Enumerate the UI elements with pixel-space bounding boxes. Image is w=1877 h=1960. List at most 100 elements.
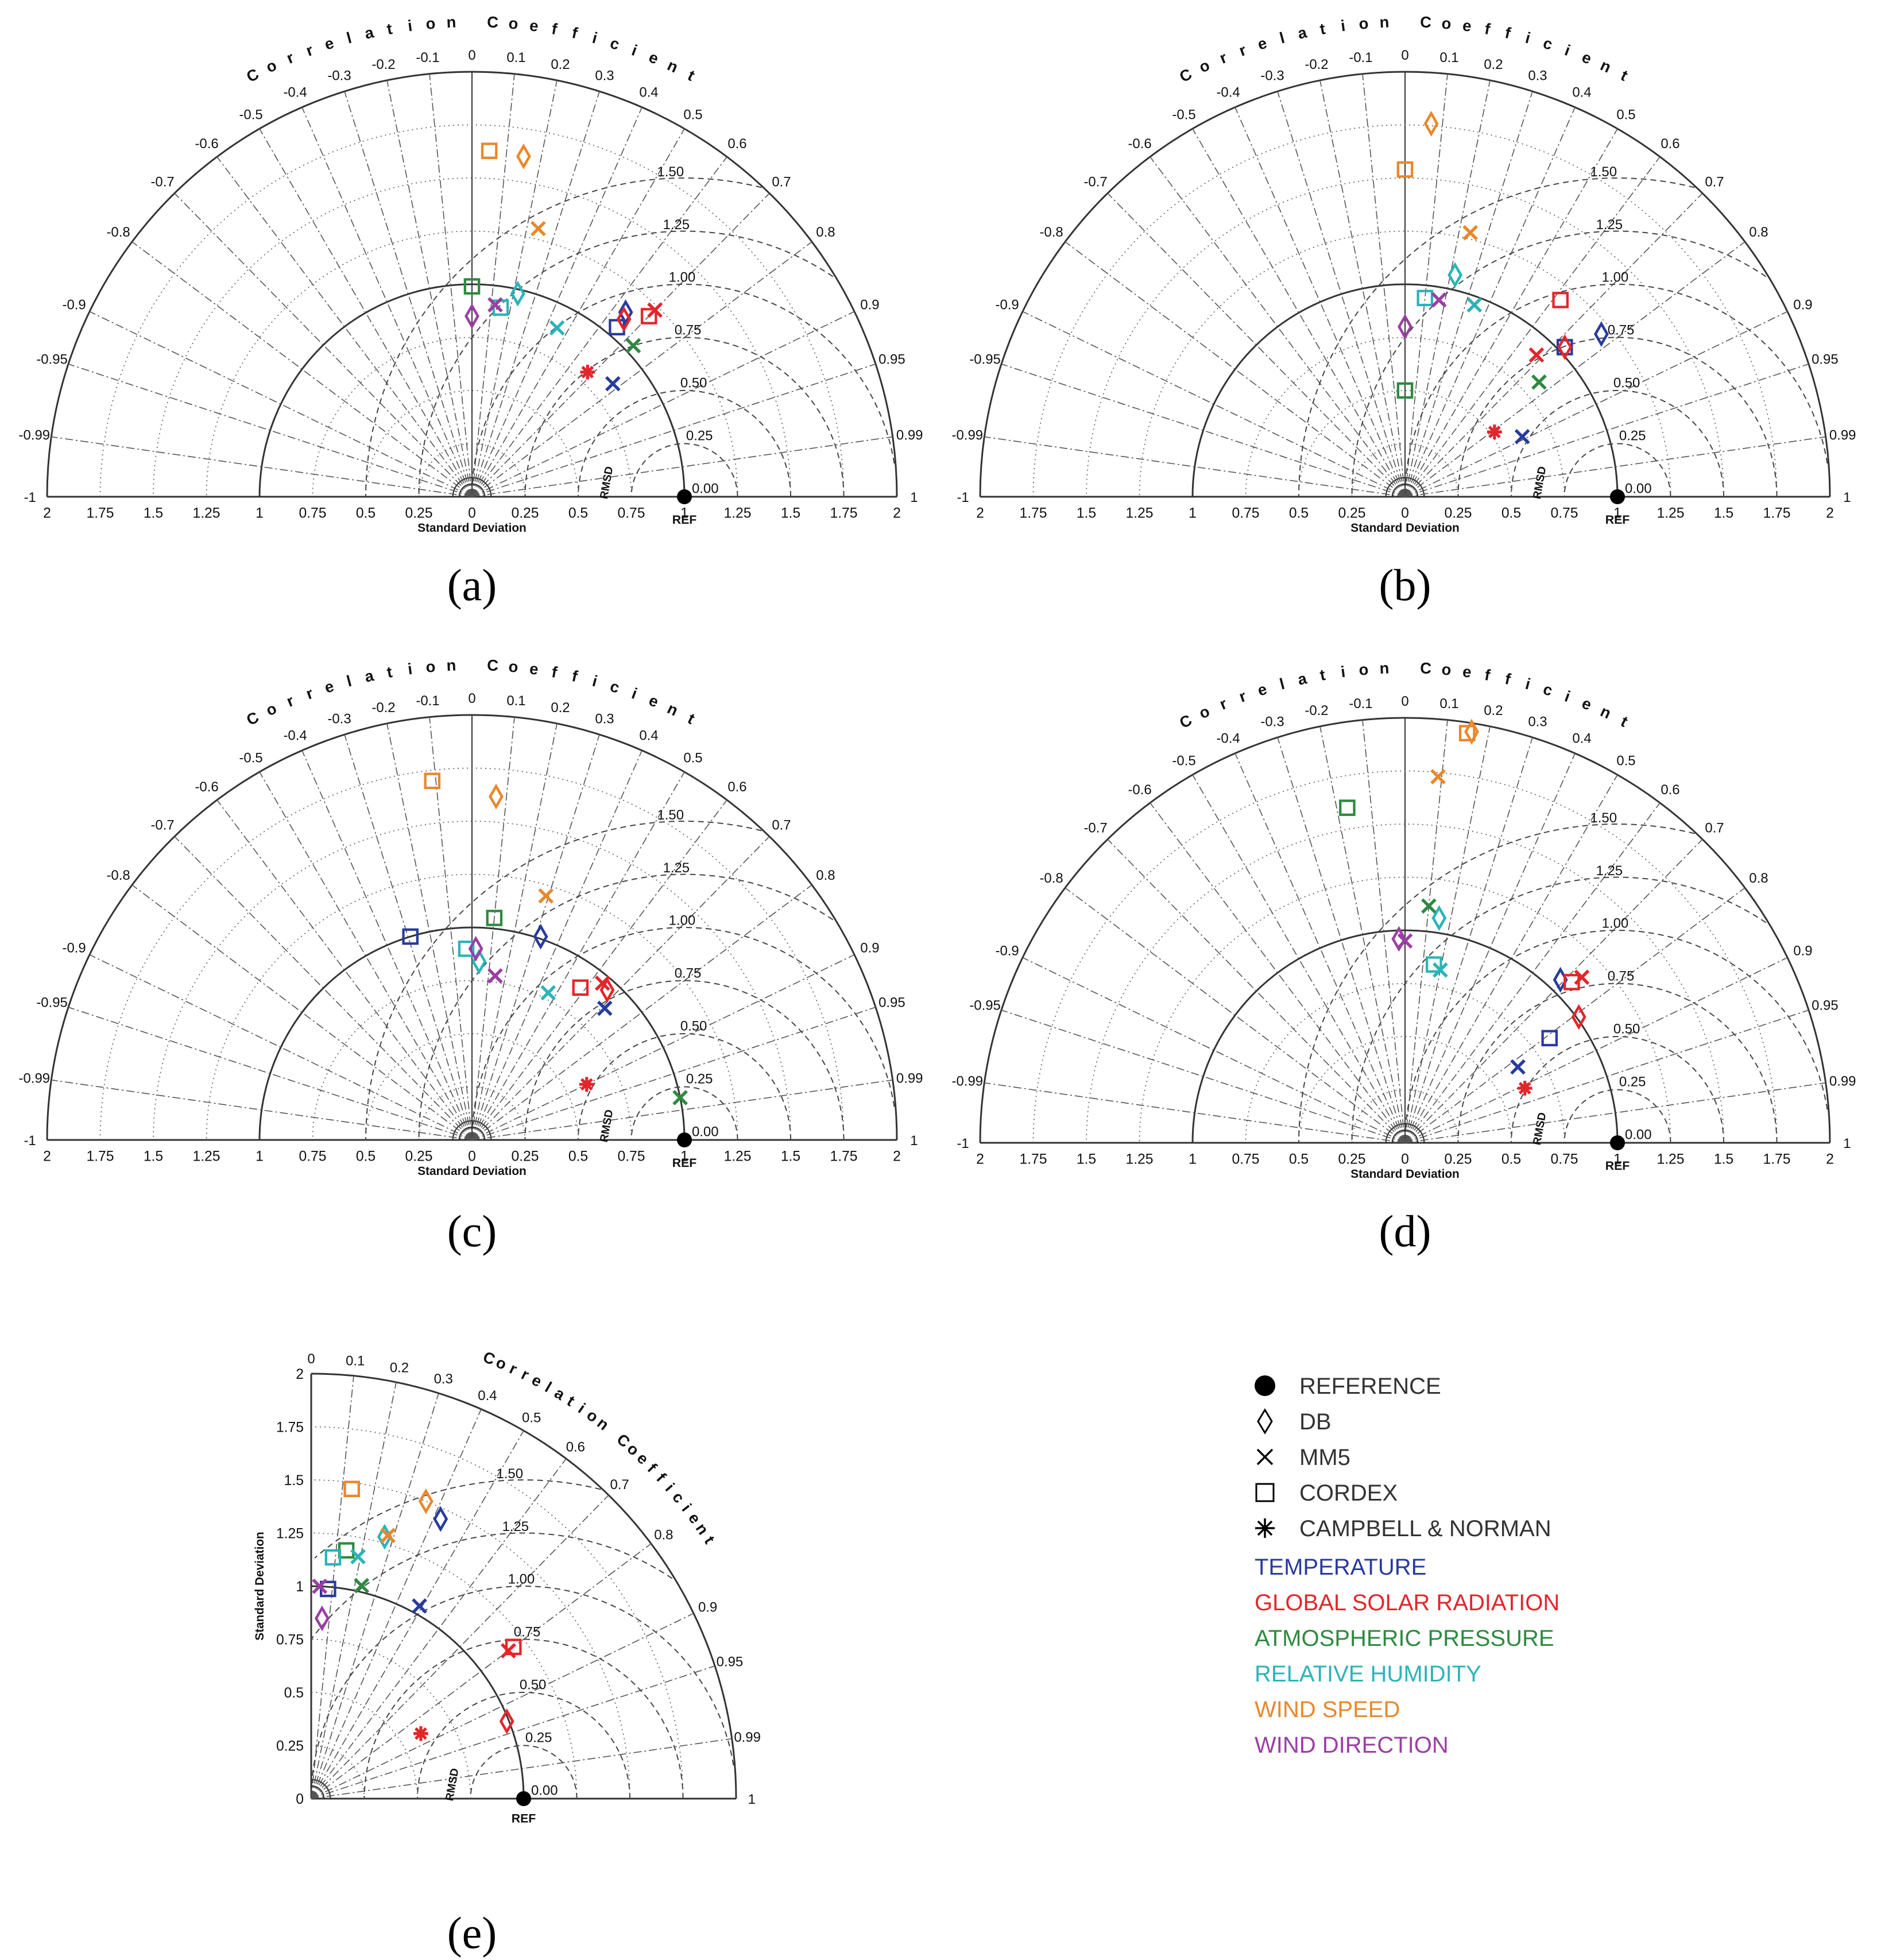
correlation-title-letter: t <box>385 20 393 38</box>
correlation-tick-label: 0.9 <box>1793 944 1812 959</box>
correlation-title-letter: a <box>363 666 376 686</box>
rmsd-tick-label: 0.75 <box>514 1625 541 1640</box>
correlation-ray <box>471 364 876 497</box>
correlation-ray <box>984 1082 1406 1143</box>
rmsd-tick-label: 1.00 <box>508 1572 535 1587</box>
correlation-title-letter: i <box>590 672 599 690</box>
std-tick-label: 1.75 <box>86 1149 114 1164</box>
correlation-title-letter: e <box>647 48 661 67</box>
correlation-ray <box>174 192 473 497</box>
correlation-tick-label: 0 <box>1401 48 1408 63</box>
rmsd-axis-label: RMSD <box>443 1767 462 1802</box>
correlation-ray <box>131 241 473 497</box>
reference-label: REF <box>672 1156 697 1170</box>
correlation-ray <box>1319 80 1406 497</box>
correlation-ray <box>1404 753 1576 1143</box>
legend-series-label: RELATIVE HUMIDITY <box>1255 1661 1481 1687</box>
marker-mm5-global-solar-radiation <box>594 975 610 991</box>
correlation-title-letter: i <box>407 660 413 678</box>
legend-marker-label: DB <box>1299 1409 1332 1435</box>
correlation-tick-label: 0.7 <box>772 817 791 833</box>
legend-marker-label: CORDEX <box>1299 1480 1398 1506</box>
std-tick-label: 1.5 <box>1714 1151 1733 1167</box>
std-tick-label: 0.75 <box>1550 1151 1578 1167</box>
std-tick-label: 0.5 <box>1289 1151 1309 1167</box>
correlation-title-letter: t <box>701 1533 719 1547</box>
correlation-ray <box>471 954 855 1141</box>
correlation-tick-label: -0.1 <box>1349 696 1372 712</box>
reference-point <box>1610 1135 1625 1150</box>
correlation-ray <box>1192 774 1406 1143</box>
correlation-ray <box>471 156 727 497</box>
rmsd-tick-label: 0.50 <box>680 376 707 391</box>
rmsd-tick-label: 0.25 <box>686 1072 713 1087</box>
marker-mm5-atmospheric-pressure <box>1421 898 1437 914</box>
correlation-tick-label: 0.9 <box>1793 297 1812 313</box>
correlation-tick-label: 1 <box>910 490 918 505</box>
std-tick-label: 1.5 <box>781 505 800 521</box>
correlation-ray <box>471 799 727 1141</box>
rmsd-arc <box>471 283 895 497</box>
std-tick-label: 1.25 <box>192 505 220 521</box>
correlation-title-letter: e <box>1580 48 1595 67</box>
marker-cordex-atmospheric-pressure <box>1396 382 1414 399</box>
correlation-tick-label: 0.5 <box>683 750 702 766</box>
std-tick-label: 1 <box>256 505 264 521</box>
correlation-ray <box>1234 753 1406 1143</box>
correlation-title-letter: r <box>304 41 316 60</box>
reference-point <box>677 1132 692 1147</box>
correlation-tick-label: 0.6 <box>566 1439 585 1455</box>
correlation-tick-label: 0.5 <box>1616 107 1635 122</box>
correlation-title-letter: i <box>590 29 599 47</box>
rmsd-tick-label: 1.50 <box>497 1466 524 1482</box>
origin-arc <box>311 1785 325 1799</box>
rmsd-tick-label: 0.00 <box>531 1783 558 1799</box>
std-tick-label: 0 <box>468 1149 476 1164</box>
correlation-title-letter: i <box>662 1480 678 1495</box>
correlation-title-letter: e <box>528 16 539 35</box>
marker-db-global-solar-radiation <box>616 306 632 333</box>
rmsd-tick-label: 1.00 <box>1602 916 1629 931</box>
correlation-ray <box>1277 91 1406 497</box>
marker-mm5-wind-direction <box>312 1578 328 1594</box>
correlation-ray <box>311 1543 652 1799</box>
std-tick-label: 1 <box>1613 1151 1621 1167</box>
correlation-ray <box>344 734 473 1141</box>
std-tick-label: 0.75 <box>1550 505 1578 521</box>
rmsd-tick-label: 0.25 <box>1619 428 1646 444</box>
correlation-ray <box>386 80 473 497</box>
marker-mm5-wind-direction <box>1431 292 1447 308</box>
correlation-tick-label: 0.3 <box>595 712 614 727</box>
correlation-tick-label: -0.9 <box>62 297 86 313</box>
correlation-title-letter: o <box>1196 702 1212 722</box>
std-tick-label: 0.25 <box>405 1149 432 1164</box>
taylor-panel-d: -1 -0.99 -0.95 -0.9 -0.8 -0.7 -0.6 -0.5 -0.4 -0.3… <box>952 659 1856 1181</box>
correlation-title-letter: i <box>1340 663 1346 681</box>
rmsd-tick-label: 0.50 <box>680 1019 707 1034</box>
correlation-tick-label: -0.1 <box>1349 50 1372 65</box>
panel-label-d: (d) <box>1379 1206 1431 1256</box>
correlation-title-letter: o <box>425 657 436 675</box>
std-grid-arc <box>311 1532 578 1799</box>
marker-cordex-temperature <box>402 928 419 945</box>
marker-campbell-norman-global-solar-radiation <box>580 365 595 380</box>
rmsd-arc <box>314 1479 601 1559</box>
std-axis-label: Standard Deviation <box>1350 521 1460 535</box>
correlation-ray <box>471 836 770 1141</box>
correlation-title-letter: n <box>665 699 681 719</box>
rmsd-arc <box>1457 983 1778 1143</box>
correlation-title-letter: e <box>647 691 661 710</box>
correlation-title-letter: t <box>685 66 698 84</box>
correlation-tick-label: -0.2 <box>1305 57 1328 72</box>
correlation-ray <box>1022 311 1406 497</box>
rmsd-arc <box>578 1033 791 1140</box>
marker-db-global-solar-radiation <box>1571 1004 1586 1030</box>
correlation-tick-label: 0.95 <box>1812 352 1839 368</box>
correlation-title-letter: t <box>1318 20 1326 38</box>
std-reference-arc <box>258 926 686 1141</box>
correlation-tick-label: 0.4 <box>1572 730 1591 746</box>
correlation-tick-label: 0.8 <box>654 1528 673 1543</box>
marker-mm5-wind-direction <box>487 968 503 984</box>
correlation-ray <box>1001 1010 1406 1143</box>
correlation-tick-label: 0.7 <box>1705 820 1724 836</box>
